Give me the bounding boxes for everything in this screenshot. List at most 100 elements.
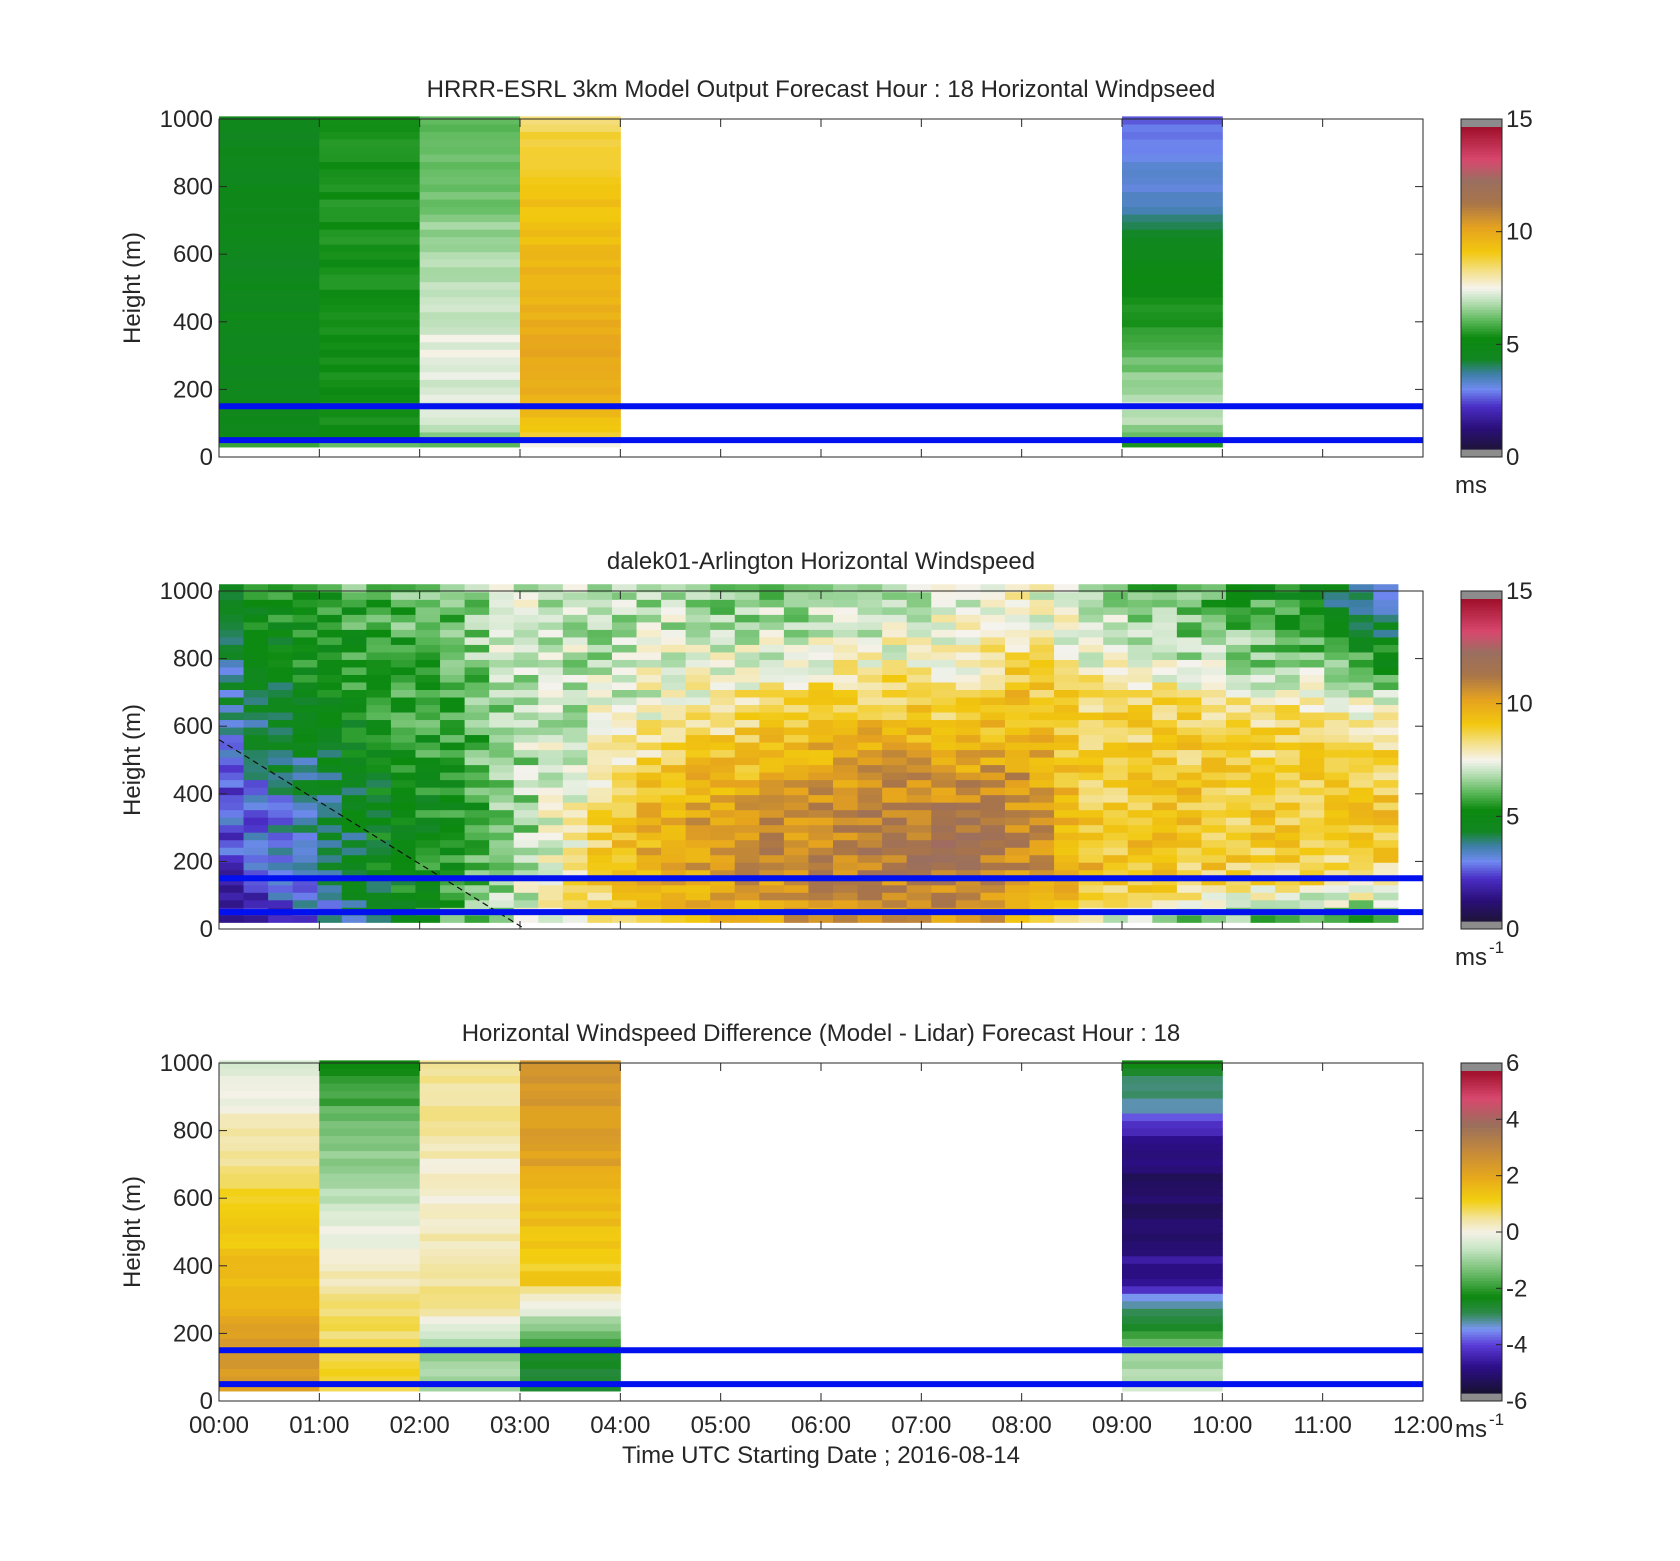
- heatmap-cell: [1299, 817, 1325, 826]
- heatmap-cell: [440, 772, 466, 781]
- heatmap-cell: [1122, 153, 1223, 163]
- heatmap-cell: [857, 711, 883, 721]
- heatmap-cell: [419, 349, 521, 358]
- heatmap-cell: [513, 892, 539, 901]
- heatmap-cell: [1275, 621, 1301, 630]
- heatmap-cell: [1275, 681, 1301, 690]
- heatmap-cell: [1152, 689, 1178, 698]
- colorbar-tick-label: 5: [1506, 803, 1519, 830]
- heatmap-cell: [513, 591, 539, 600]
- heatmap-cell: [319, 123, 421, 132]
- heatmap-cell: [317, 847, 343, 856]
- heatmap-cell: [1275, 629, 1301, 638]
- heatmap-cell: [219, 772, 245, 781]
- heatmap-cell: [538, 787, 564, 796]
- heatmap-cell: [317, 764, 343, 773]
- heatmap-cell: [661, 711, 687, 721]
- colorbar-swatch: [1461, 1312, 1502, 1316]
- heatmap-cell: [685, 644, 711, 653]
- heatmap-cell: [980, 696, 1006, 706]
- heatmap-cell: [1122, 236, 1223, 245]
- heatmap-cell: [1004, 659, 1031, 668]
- heatmap-cell: [1275, 824, 1301, 833]
- heatmap-cell: [710, 779, 736, 788]
- heatmap-cell: [219, 1135, 320, 1144]
- heatmap-cell: [1299, 756, 1325, 766]
- heatmap-cell: [1122, 1285, 1223, 1294]
- heatmap-cell: [1078, 666, 1104, 675]
- heatmap-cell: [734, 772, 760, 781]
- heatmap-cell: [390, 696, 416, 706]
- heatmap-cell: [219, 394, 320, 403]
- colorbar-swatch: [1461, 355, 1502, 359]
- heatmap-cell: [906, 726, 932, 736]
- heatmap-cell: [390, 711, 416, 721]
- heatmap-cell: [415, 824, 441, 833]
- heatmap-cell: [538, 711, 564, 721]
- heatmap-cell: [882, 651, 908, 660]
- colorbar-swatch: [1461, 250, 1502, 254]
- heatmap-cell: [415, 764, 441, 773]
- heatmap-cell: [219, 824, 245, 833]
- colorbar-swatch: [1461, 403, 1502, 407]
- heatmap-cell: [1152, 802, 1178, 811]
- colorbar-swatch: [1461, 290, 1502, 294]
- colorbar-swatch: [1461, 1113, 1502, 1118]
- heatmap-cell: [808, 794, 834, 803]
- colorbar-swatch: [1461, 623, 1502, 627]
- heatmap-cell: [419, 191, 521, 200]
- heatmap-cell: [808, 772, 834, 781]
- heatmap-cell: [1029, 749, 1055, 758]
- heatmap-cell: [243, 854, 269, 863]
- heatmap-cell: [1250, 659, 1276, 668]
- heatmap-cell: [1078, 674, 1104, 683]
- y-tick-label: 1000: [160, 106, 213, 133]
- heatmap-cell: [857, 704, 883, 713]
- heatmap-cell: [833, 884, 859, 893]
- heatmap-cell: [734, 817, 760, 826]
- heatmap-cell: [341, 749, 367, 758]
- heatmap-cell: [857, 869, 883, 878]
- heatmap-cell: [710, 884, 736, 893]
- colorbar-swatch: [1461, 1336, 1502, 1340]
- heatmap-cell: [520, 1120, 621, 1129]
- heatmap-cell: [520, 1188, 621, 1197]
- heatmap-cell: [341, 772, 367, 781]
- heatmap-cell: [317, 772, 343, 781]
- colorbar-swatch: [1461, 853, 1502, 858]
- heatmap-cell: [292, 614, 318, 623]
- heatmap-cell: [1127, 644, 1153, 653]
- heatmap-cell: [1122, 1293, 1223, 1302]
- colorbar-swatch: [1461, 1269, 1502, 1273]
- heatmap-cell: [833, 756, 859, 766]
- heatmap-cell: [980, 817, 1006, 826]
- heatmap-cell: [317, 674, 343, 683]
- heatmap-cell: [1373, 787, 1399, 796]
- heatmap-cell: [808, 741, 834, 751]
- heatmap-cell: [661, 809, 687, 818]
- heatmap-cell: [1250, 749, 1276, 758]
- heatmap-cell: [833, 839, 859, 848]
- heatmap-cell: [931, 704, 957, 713]
- heatmap-cell: [1225, 696, 1252, 706]
- heatmap-cell: [513, 659, 539, 668]
- heatmap-cell: [1348, 644, 1374, 653]
- heatmap-cell: [1348, 704, 1374, 713]
- heatmap-cell: [440, 584, 466, 593]
- heatmap-cell: [268, 862, 294, 871]
- heatmap-cell: [464, 884, 490, 893]
- heatmap-cell: [661, 704, 687, 713]
- heatmap-cell: [783, 711, 809, 721]
- heatmap-cell: [611, 614, 638, 623]
- heatmap-cell: [538, 824, 564, 833]
- heatmap-cell: [1299, 614, 1325, 623]
- heatmap-cell: [520, 1127, 621, 1137]
- heatmap-cell: [1324, 681, 1350, 690]
- heatmap-cell: [882, 884, 908, 893]
- heatmap-cell: [562, 839, 588, 848]
- heatmap-cell: [611, 711, 638, 721]
- heatmap-cell: [661, 741, 687, 751]
- colorbar-swatch: [1461, 127, 1502, 131]
- heatmap-cell: [1324, 711, 1350, 721]
